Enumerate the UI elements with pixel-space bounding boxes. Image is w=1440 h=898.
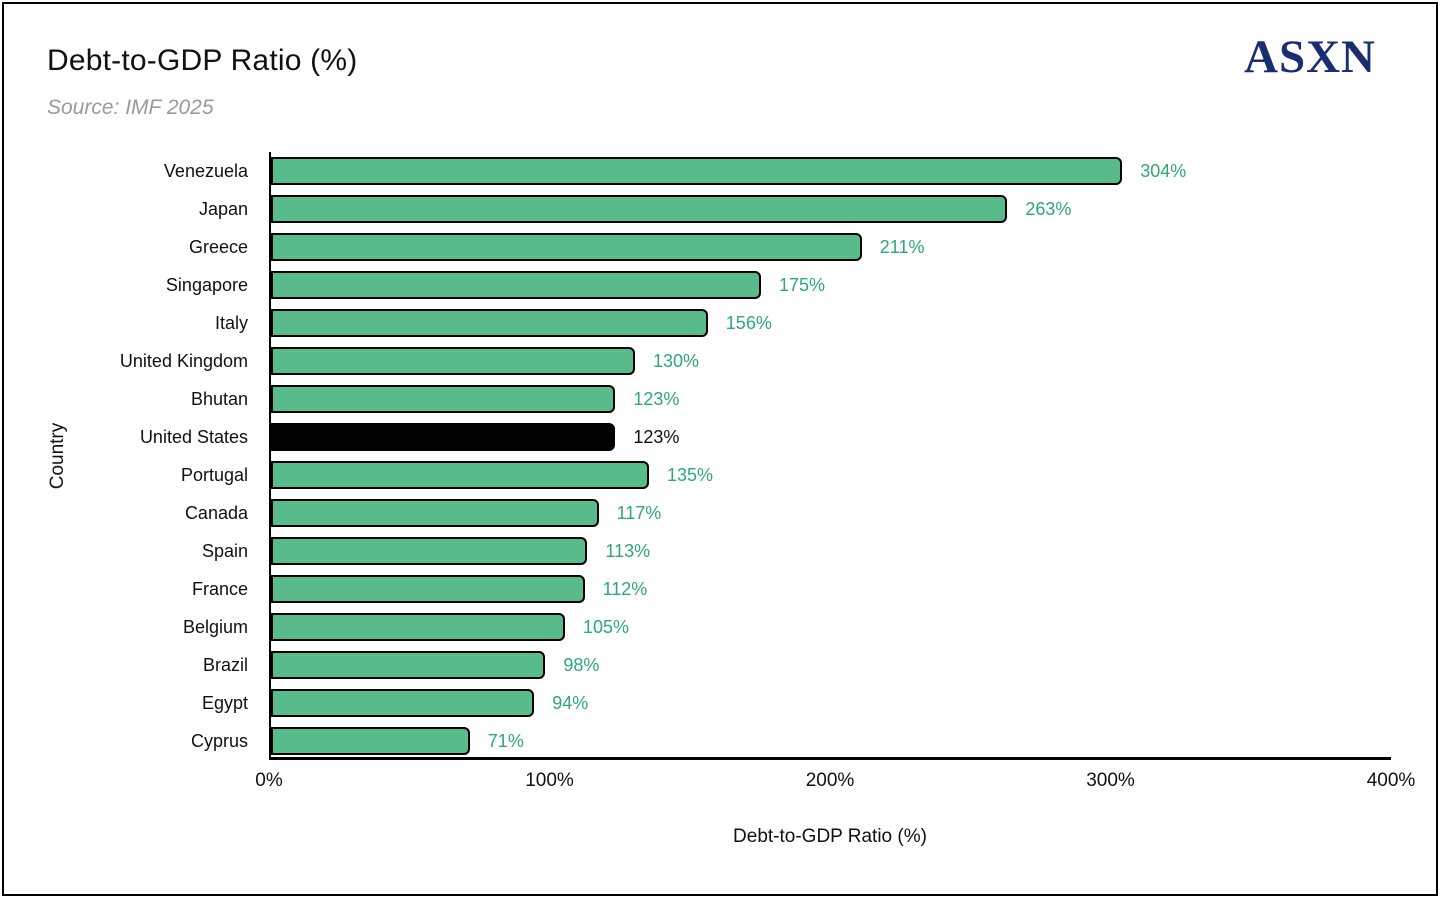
x-axis-label: Debt-to-GDP Ratio (%) bbox=[733, 826, 927, 847]
bar-value-label-portugal: 135% bbox=[667, 464, 714, 485]
bar-value-label-singapore: 175% bbox=[779, 274, 826, 295]
bar-france bbox=[271, 575, 585, 603]
country-label-belgium: Belgium bbox=[182, 616, 248, 637]
bar-value-label-united-kingdom: 130% bbox=[653, 350, 700, 371]
bar-row-portugal: 135% bbox=[271, 456, 1391, 494]
bar-row-italy: 156% bbox=[271, 304, 1391, 342]
bar-value-label-venezuela: 304% bbox=[1140, 160, 1187, 181]
bar-venezuela bbox=[271, 157, 1123, 185]
bar-row-venezuela: 304% bbox=[271, 152, 1391, 190]
bar-value-label-canada: 117% bbox=[616, 502, 662, 523]
plot-area: 304% 263% 211% 175% 156% 130% 123% 123% 135% 117%… bbox=[269, 152, 1391, 760]
bar-canada bbox=[271, 499, 599, 527]
y-axis-tick-labels: Venezuela Japan Greece Singapore Italy United… bbox=[0, 152, 259, 760]
bar-united-states bbox=[271, 423, 616, 451]
bar-greece bbox=[271, 233, 862, 261]
bar-cyprus bbox=[271, 727, 470, 755]
x-tick-100: 100% bbox=[525, 770, 574, 791]
bar-row-belgium: 105% bbox=[271, 608, 1391, 646]
bar-value-label-belgium: 105% bbox=[583, 616, 630, 637]
bar-value-label-bhutan: 123% bbox=[633, 388, 680, 409]
bar-value-label-italy: 156% bbox=[725, 312, 772, 333]
country-label-singapore: Singapore bbox=[165, 274, 248, 295]
bar-value-label-brazil: 98% bbox=[563, 654, 600, 675]
bar-row-canada: 117% bbox=[271, 494, 1391, 532]
country-label-japan: Japan bbox=[198, 198, 248, 219]
bar-row-spain: 113% bbox=[271, 532, 1391, 570]
bar-japan bbox=[271, 195, 1008, 223]
bar-row-singapore: 175% bbox=[271, 266, 1391, 304]
bar-row-brazil: 98% bbox=[271, 646, 1391, 684]
country-label-cyprus: Cyprus bbox=[190, 730, 248, 751]
bar-row-greece: 211% bbox=[271, 228, 1391, 266]
asxn-logo: ASXN bbox=[1244, 31, 1376, 83]
country-label-egypt: Egypt bbox=[201, 692, 248, 713]
bar-row-france: 112% bbox=[271, 570, 1391, 608]
x-tick-200: 200% bbox=[805, 770, 855, 791]
country-label-bhutan: Bhutan bbox=[190, 388, 248, 409]
bar-row-japan: 263% bbox=[271, 190, 1391, 228]
bar-value-label-united-states: 123% bbox=[633, 426, 680, 447]
country-label-greece: Greece bbox=[188, 236, 248, 257]
country-label-brazil: Brazil bbox=[202, 654, 248, 675]
bar-bhutan bbox=[271, 385, 616, 413]
country-label-france: France bbox=[191, 578, 248, 599]
country-label-spain: Spain bbox=[201, 540, 248, 561]
x-tick-0: 0% bbox=[255, 770, 283, 791]
bar-belgium bbox=[271, 613, 565, 641]
bar-singapore bbox=[271, 271, 761, 299]
bar-united-kingdom bbox=[271, 347, 635, 375]
x-tick-300: 300% bbox=[1086, 770, 1135, 791]
bar-row-cyprus: 71% bbox=[271, 722, 1391, 760]
country-label-portugal: Portugal bbox=[180, 464, 248, 485]
bar-value-label-japan: 263% bbox=[1025, 198, 1072, 219]
bar-italy bbox=[271, 309, 708, 337]
bar-spain bbox=[271, 537, 588, 565]
bar-egypt bbox=[271, 689, 535, 717]
bar-value-label-egypt: 94% bbox=[552, 692, 589, 713]
bar-value-label-greece: 211% bbox=[879, 236, 925, 257]
country-label-canada: Canada bbox=[184, 502, 248, 523]
bar-row-united-states: 123% bbox=[271, 418, 1391, 456]
x-axis-tick-labels: 0% 100% 200% 300% 400% bbox=[255, 770, 1415, 796]
bar-portugal bbox=[271, 461, 649, 489]
country-label-italy: Italy bbox=[214, 312, 248, 333]
bar-row-egypt: 94% bbox=[271, 684, 1391, 722]
bar-value-label-spain: 113% bbox=[605, 540, 651, 561]
country-label-united-kingdom: United Kingdom bbox=[119, 350, 248, 371]
x-tick-400: 400% bbox=[1366, 770, 1416, 791]
bar-brazil bbox=[271, 651, 546, 679]
bar-row-united-kingdom: 130% bbox=[271, 342, 1391, 380]
country-label-united-states: United States bbox=[139, 426, 248, 447]
bar-value-label-cyprus: 71% bbox=[487, 730, 524, 751]
chart-source-subtitle: Source: IMF 2025 bbox=[47, 96, 214, 119]
country-label-venezuela: Venezuela bbox=[163, 160, 248, 181]
bar-row-bhutan: 123% bbox=[271, 380, 1391, 418]
bar-value-label-france: 112% bbox=[602, 578, 648, 599]
chart-title: Debt-to-GDP Ratio (%) bbox=[47, 44, 358, 77]
